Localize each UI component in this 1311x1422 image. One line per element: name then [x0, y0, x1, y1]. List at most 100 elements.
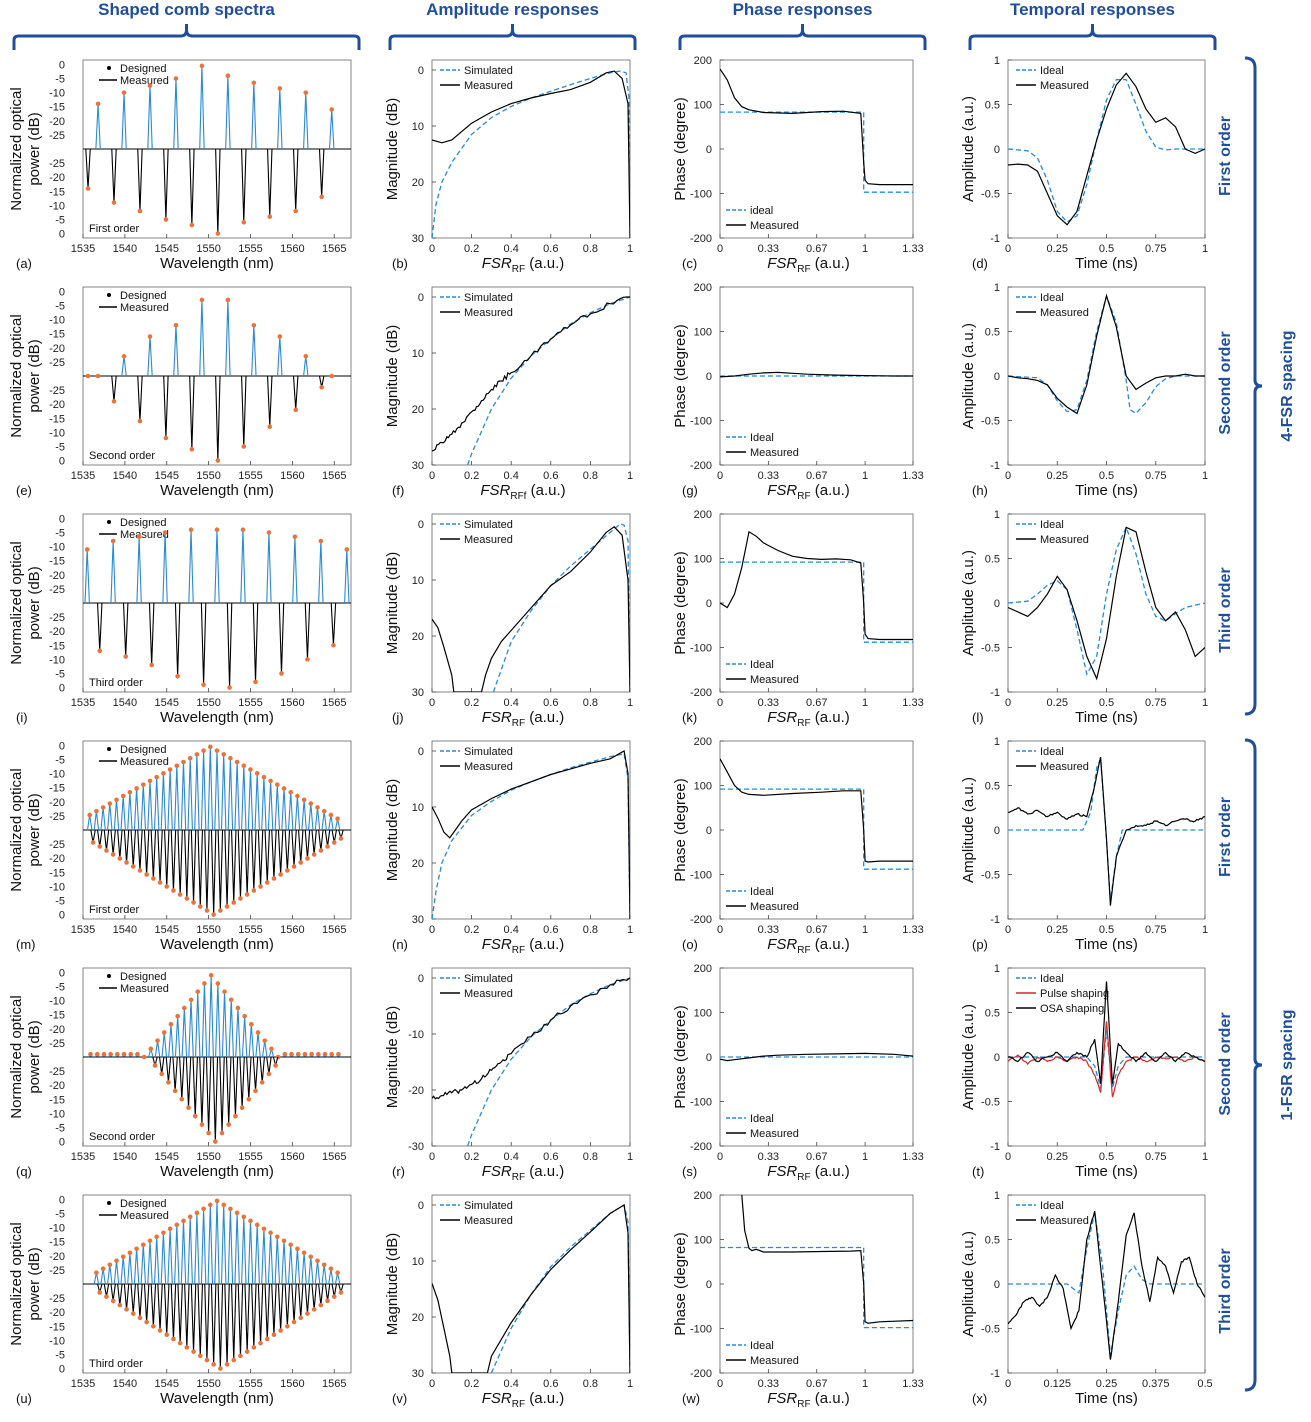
series-group — [720, 530, 913, 643]
comb-point-measured — [267, 424, 273, 430]
comb-point-measured — [325, 1298, 330, 1304]
y-tick-label: 0 — [706, 371, 712, 383]
comb-point-designed — [268, 1230, 273, 1236]
y-axis-label: Phase (degree) — [672, 1005, 689, 1108]
comb-point-designed — [234, 1210, 240, 1216]
x-tick-label: 0 — [717, 1378, 723, 1390]
y-tick-label: 0 — [994, 825, 1000, 837]
y-tick-label: -5 — [55, 74, 65, 86]
x-tick-label: 1540 — [113, 924, 137, 936]
legend-label: Ideal — [1040, 65, 1064, 77]
comb-point-measured — [137, 1315, 143, 1321]
comb-point-measured — [204, 1357, 210, 1363]
y-tick-label: -200 — [690, 460, 712, 472]
comb-point-measured — [227, 685, 232, 690]
comb-point-measured — [319, 194, 324, 200]
series-line — [741, 1195, 913, 1324]
comb-point-designed — [201, 748, 206, 753]
column-bracket — [968, 24, 1217, 50]
y-tick-label: 0 — [59, 740, 65, 752]
comb-point-measured — [218, 1366, 223, 1371]
row-label: Second order — [1217, 331, 1234, 434]
comb-point-designed — [268, 778, 273, 784]
series-line — [720, 788, 913, 870]
y-axis-label: power (dB) — [26, 566, 43, 639]
comb-point-measured — [266, 1071, 272, 1077]
comb-point-designed — [254, 771, 260, 776]
comb-point-designed — [194, 752, 200, 757]
legend-label: Measured — [750, 901, 799, 913]
comb-point-measured — [218, 908, 223, 913]
x-tick-label: 0 — [717, 243, 723, 255]
series-line — [466, 977, 630, 1146]
comb-point-designed — [108, 1051, 113, 1057]
panel-d: (d) Time (ns) Amplitude (a.u.) 0 0.25 0.5 0.75… — [960, 55, 1208, 272]
x-tick-label: 1550 — [196, 470, 220, 482]
y-tick-label: 200 — [694, 282, 712, 294]
comb-point-measured — [311, 852, 317, 857]
comb-point-designed — [121, 1051, 127, 1057]
y-tick-label: 100 — [694, 554, 712, 566]
x-tick-label: 0.33 — [758, 470, 779, 482]
legend-label: Simulated — [464, 65, 513, 77]
x-tick-label: 0 — [429, 1151, 435, 1163]
comb-point-designed — [107, 801, 113, 806]
comb-point-designed — [308, 1254, 314, 1260]
comb-point-measured — [305, 856, 310, 861]
comb-point-designed — [214, 1198, 220, 1204]
legend-label: Measured — [1040, 80, 1089, 92]
series-group — [1008, 756, 1205, 906]
legend-label: Measured — [750, 1128, 799, 1140]
comb-point-designed — [248, 1218, 253, 1224]
series-line — [432, 70, 630, 238]
comb-point-measured — [224, 904, 230, 909]
legend-label: Measured — [464, 534, 513, 546]
x-tick-label: 0.5 — [1099, 470, 1114, 482]
comb-point-measured — [177, 1340, 183, 1346]
comb-point-measured — [241, 444, 247, 449]
comb-point-measured — [271, 876, 277, 881]
series-line — [1008, 981, 1205, 1084]
y-axis-label: Normalized optical — [8, 995, 25, 1118]
comb-point-measured — [325, 844, 330, 849]
comb-point-designed — [188, 527, 194, 533]
x-tick-label: 1540 — [113, 243, 137, 255]
comb-point-measured — [246, 1096, 252, 1102]
y-axis-label: Amplitude (a.u.) — [960, 777, 977, 883]
y-tick-label: -15 — [49, 413, 65, 425]
x-tick-label: 0.8 — [583, 1151, 598, 1163]
comb-point-designed — [301, 797, 307, 803]
comb-point-designed — [173, 322, 179, 328]
y-tick-label: 0 — [418, 746, 424, 758]
comb-point-designed — [199, 297, 205, 303]
x-tick-label: 1 — [627, 924, 633, 936]
panel-letter: (d) — [972, 256, 988, 271]
y-tick-label: 0 — [59, 286, 65, 298]
panel-b: (b) FSRRF (a.u.) Magnitude (dB) 0 0.2 0.4 0.6 0… — [384, 59, 633, 275]
legend-label: Ideal — [1040, 519, 1064, 531]
x-axis-label: Wavelength (nm) — [160, 1163, 274, 1180]
x-tick-label: 1.33 — [902, 470, 923, 482]
y-tick-label: 0 — [59, 1137, 65, 1149]
x-tick-label: 0 — [429, 470, 435, 482]
comb-point-designed — [181, 1218, 186, 1224]
comb-point-designed — [344, 547, 350, 552]
comb-point-designed — [222, 989, 227, 994]
comb-point-designed — [114, 1258, 119, 1264]
x-tick-label: 0.25 — [1047, 924, 1068, 936]
series-line — [1008, 1210, 1205, 1360]
comb-point-measured — [244, 892, 250, 897]
legend-label: Designed — [120, 1198, 166, 1210]
y-tick-label: 200 — [694, 509, 712, 521]
series-group — [432, 977, 630, 1146]
y-tick-label: 0 — [59, 1194, 65, 1206]
legend-label: Measured — [464, 761, 513, 773]
comb-point-measured — [238, 1353, 243, 1359]
x-tick-label: 0.2 — [464, 1378, 479, 1390]
comb-point-designed — [328, 1266, 334, 1272]
comb-point-designed — [295, 793, 300, 799]
panel-l: (l) Time (ns) Amplitude (a.u.) 0 0.25 0.5 0.75… — [960, 509, 1208, 726]
panel-letter: (n) — [392, 937, 408, 952]
comb-point-designed — [94, 1051, 100, 1057]
y-tick-label: 0.5 — [985, 1235, 1000, 1247]
